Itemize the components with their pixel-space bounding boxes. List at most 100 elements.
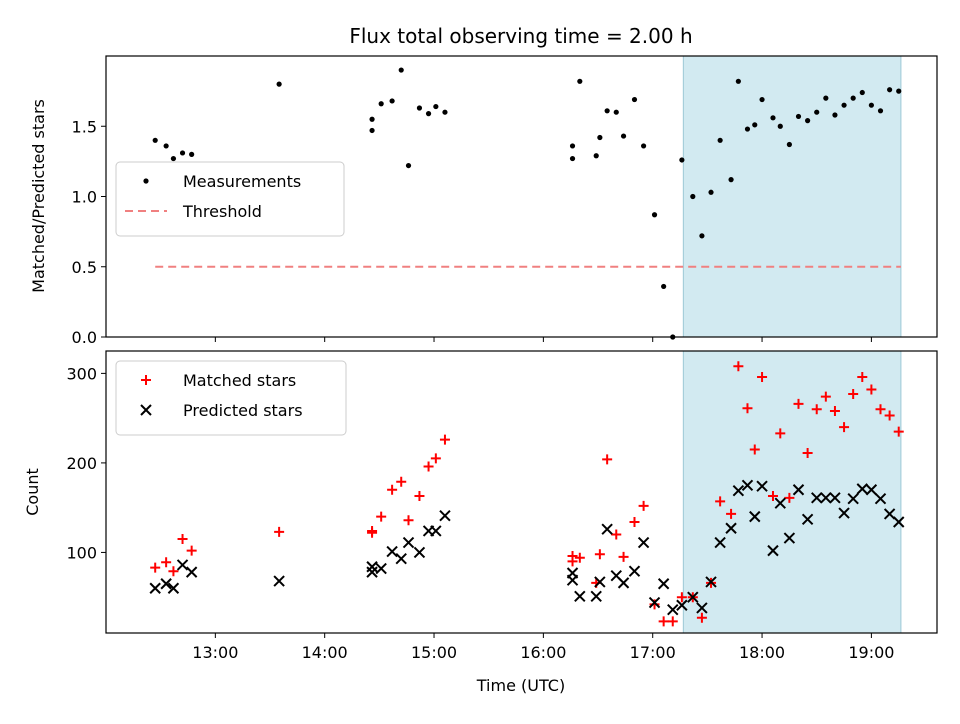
predicted-stars-point: [801, 513, 814, 526]
matched-stars-point: [186, 545, 197, 556]
matched-stars-point: [439, 434, 450, 445]
matched-stars-point: [396, 476, 407, 487]
matched-stars-point: [884, 410, 895, 421]
predicted-stars-point: [732, 484, 745, 497]
y-tick-label: 300: [66, 364, 97, 383]
y-tick-label: 1.0: [72, 188, 97, 207]
measurement-point: [620, 133, 627, 139]
measurement-point: [405, 162, 412, 169]
matched-stars-point: [726, 508, 737, 519]
predicted-stars-point: [566, 574, 579, 586]
matched-stars-point: [696, 612, 707, 623]
measurement-point: [398, 67, 404, 73]
predicted-stars-point: [176, 559, 189, 571]
y-tick-label: 200: [66, 454, 97, 473]
measurement-point: [378, 101, 384, 107]
predicted-stars-point: [590, 590, 602, 603]
predicted-stars-point: [430, 525, 442, 537]
predicted-stars-point: [774, 497, 786, 509]
predicted-stars-point: [838, 507, 850, 519]
measurement-point: [770, 115, 776, 121]
matched-stars-point: [820, 391, 831, 402]
predicted-stars-point: [594, 576, 606, 588]
matched-stars-point: [649, 599, 660, 610]
measurement-point: [425, 111, 432, 117]
measurement-point: [152, 137, 158, 143]
x-tick-label: 15:00: [411, 643, 457, 662]
predicted-stars-point: [273, 575, 285, 587]
matched-stars-point: [733, 361, 744, 372]
measurement-point: [832, 112, 838, 118]
matched-stars-point: [757, 371, 768, 382]
matched-stars-point: [150, 562, 161, 573]
x-tick-label: 18:00: [739, 643, 785, 662]
measurement-point: [744, 126, 751, 132]
measurement-point: [569, 143, 576, 149]
legend-label: Matched stars: [183, 371, 296, 390]
measurement-point: [805, 118, 811, 124]
predicted-stars-point: [628, 565, 641, 577]
predicted-stars-point: [676, 599, 688, 611]
chart-title: Flux total observing time = 2.00 h: [349, 24, 692, 48]
predicted-stars-point: [375, 562, 387, 575]
predicted-stars-point: [767, 544, 779, 557]
matched-stars-point: [715, 496, 726, 507]
predicted-stars-point: [696, 602, 708, 614]
measurement-point: [795, 113, 802, 120]
matched-stars-point: [161, 557, 172, 568]
predicted-stars-point: [395, 552, 407, 565]
measurement-point: [868, 102, 874, 108]
matched-stars-point: [893, 426, 904, 437]
measurement-point: [752, 122, 758, 128]
axes-frame: [105, 350, 938, 634]
measurement-point: [699, 233, 705, 239]
matched-stars-point: [749, 444, 760, 455]
measurement-point: [896, 88, 902, 94]
measurement-point: [640, 143, 647, 149]
measurement-point: [777, 123, 783, 129]
measurement-point: [604, 108, 610, 114]
predicted-stars-point: [714, 536, 726, 549]
predicted-stars-point: [617, 577, 630, 589]
measurement-point: [823, 95, 829, 101]
matched-stars-point: [168, 566, 179, 577]
legend-marker-predicted: [140, 404, 152, 416]
matched-stars-point: [177, 534, 188, 544]
predicted-stars-point: [386, 545, 398, 558]
y-tick-label: 1.5: [72, 117, 97, 136]
matched-stars-point: [829, 405, 840, 416]
measurement-point: [389, 98, 395, 104]
matched-stars-point: [658, 616, 669, 627]
legend-label: Predicted stars: [183, 401, 303, 420]
measurement-point: [369, 116, 375, 122]
measurement-point: [786, 141, 792, 148]
measurement-point: [735, 78, 741, 84]
measurement-point: [651, 212, 658, 218]
measurement-point: [276, 81, 282, 87]
x-axis-label: Time (UTC): [476, 676, 565, 695]
matched-stars-point: [802, 448, 813, 459]
matched-stars-point: [367, 525, 378, 536]
predicted-stars-point: [865, 484, 878, 496]
matched-stars-point: [414, 491, 425, 502]
matched-stars-point: [857, 371, 868, 382]
measurement-point: [850, 95, 856, 101]
predicted-stars-point: [667, 604, 679, 616]
matched-stars-point: [676, 592, 687, 603]
predicted-stars-point: [874, 493, 887, 505]
y-tick-label: 0.5: [72, 258, 97, 277]
x-tick-label: 13:00: [192, 643, 238, 662]
predicted-stars-point: [725, 522, 737, 534]
matched-stars-point: [848, 388, 859, 399]
measurement-point: [887, 87, 893, 93]
x-tick-label: 19:00: [848, 643, 894, 662]
measurement-point: [661, 283, 667, 290]
matched-stars-point: [767, 491, 778, 502]
measurement-point: [597, 134, 603, 141]
matched-stars-point: [811, 404, 822, 415]
predicted-stars-point: [637, 536, 650, 549]
bottom-y-axis-label: Count: [23, 468, 42, 516]
matched-stars-point: [875, 404, 886, 415]
